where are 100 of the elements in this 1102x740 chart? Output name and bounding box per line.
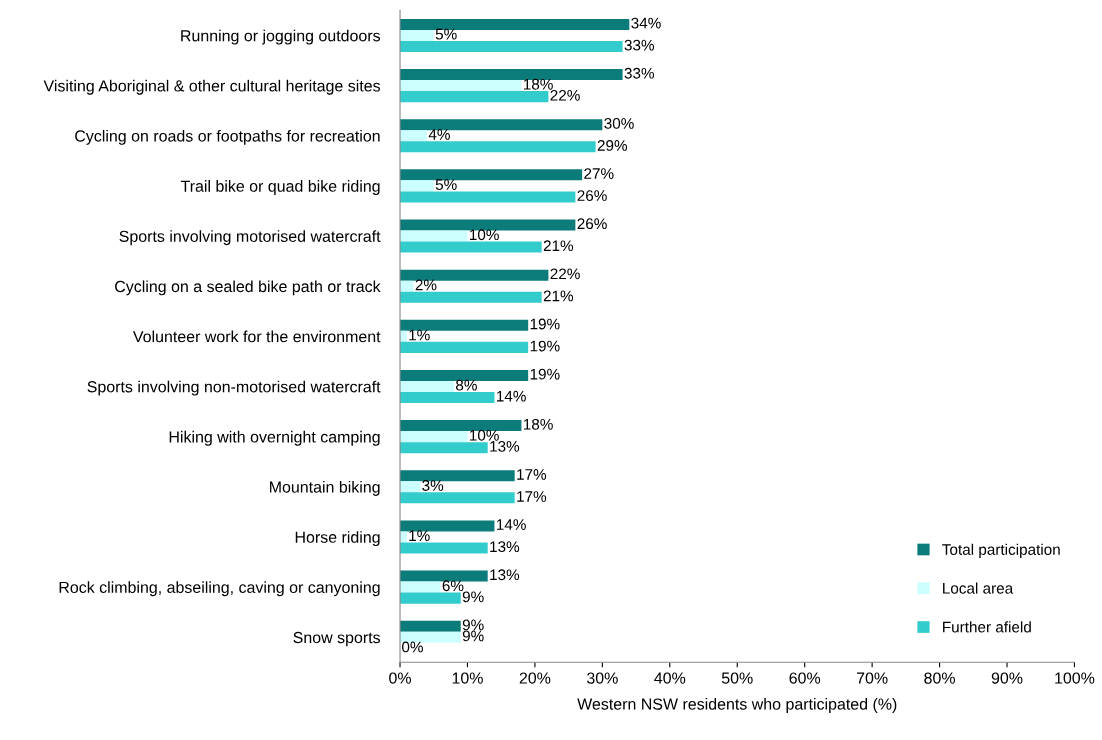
bar	[400, 80, 522, 92]
x-tick-label: 90%	[991, 672, 1023, 684]
bar	[400, 492, 515, 504]
data-label: 9%	[462, 630, 484, 642]
bar	[400, 520, 495, 532]
y-tick-label: Cycling on roads or footpaths for recreation	[75, 129, 380, 145]
data-label: 9%	[462, 591, 484, 603]
x-tick-label: 100%	[1055, 672, 1095, 684]
y-tick-label: Trail bike or quad bike riding	[180, 180, 380, 195]
data-label: 21%	[543, 290, 574, 302]
y-tick-label: Mountain biking	[270, 480, 380, 496]
data-label: 19%	[530, 340, 560, 352]
bar	[400, 191, 576, 203]
data-label: 22%	[550, 268, 580, 280]
data-label: 3%	[422, 480, 444, 491]
data-label: 33%	[624, 39, 655, 51]
data-label: 0%	[402, 641, 423, 653]
bar	[400, 219, 576, 231]
data-label: 30%	[604, 117, 634, 129]
bar	[400, 392, 495, 404]
x-tick-label: 60%	[789, 672, 821, 684]
bar	[400, 592, 461, 604]
bar	[400, 230, 468, 242]
bar	[400, 180, 434, 192]
x-axis-title: Western NSW residents who participated (%)	[577, 698, 897, 713]
data-label: 5%	[435, 179, 457, 190]
data-label: 14%	[497, 519, 526, 530]
data-label: 27%	[584, 168, 614, 179]
bar	[400, 481, 421, 493]
data-label: 13%	[490, 569, 520, 581]
bar	[400, 119, 603, 131]
bar	[400, 29, 434, 41]
data-label: 9%	[462, 619, 484, 631]
y-tick-label: Rock climbing, abseiling, caving or canyoning	[59, 581, 380, 597]
data-label: 8%	[456, 379, 477, 391]
data-label: 13%	[490, 440, 520, 452]
x-tick-label: 30%	[586, 672, 618, 684]
bar	[400, 319, 529, 331]
bar	[400, 420, 522, 432]
data-label: 22%	[550, 89, 580, 101]
data-label: 1%	[409, 329, 430, 341]
bar	[400, 470, 515, 482]
data-label: 5%	[435, 28, 457, 40]
data-label: 19%	[530, 368, 560, 380]
bar	[400, 369, 529, 381]
data-label: 26%	[577, 218, 607, 230]
data-label: 10%	[470, 229, 499, 241]
bar	[400, 291, 542, 303]
data-label: 4%	[428, 129, 450, 140]
bar	[400, 40, 623, 52]
data-label: 13%	[490, 541, 520, 553]
data-label: 34%	[631, 17, 661, 29]
data-label: 18%	[523, 418, 553, 430]
bar	[400, 269, 549, 281]
y-tick-label: Running or jogging outdoors	[181, 29, 381, 45]
legend-label: Local area	[943, 582, 1014, 594]
x-tick-label: 40%	[654, 672, 686, 684]
bar	[400, 620, 461, 632]
y-tick-label: Horse riding	[295, 531, 380, 547]
legend-label: Further afield	[943, 621, 1031, 633]
y-tick-label: Sports involving motorised watercraft	[119, 230, 381, 246]
data-label: 33%	[624, 67, 655, 79]
bar	[400, 341, 529, 353]
bar	[400, 18, 630, 30]
data-label: 26%	[577, 190, 607, 202]
x-tick-label: 0%	[389, 672, 411, 684]
y-tick-label: Volunteer work for the environment	[132, 330, 381, 343]
y-tick-label: Hiking with overnight camping	[169, 430, 380, 446]
x-tick-label: 70%	[856, 672, 888, 684]
data-label: 19%	[530, 318, 560, 330]
x-tick-label: 50%	[721, 672, 753, 684]
bar	[400, 91, 549, 103]
y-tick-label: Cycling on a sealed bike path or track	[115, 280, 381, 296]
bar	[400, 380, 454, 392]
bar	[400, 442, 488, 454]
bar	[400, 280, 414, 292]
bar	[400, 169, 583, 181]
legend-label: Total participation	[942, 543, 1060, 558]
bar	[400, 431, 468, 443]
y-tick-label: Visiting Aboriginal & other cultural heritage sites	[43, 79, 381, 95]
data-label: 10%	[470, 429, 499, 441]
data-label: 21%	[543, 240, 574, 252]
bar	[400, 130, 427, 142]
bar	[400, 631, 461, 643]
bar	[400, 570, 488, 582]
bar	[400, 581, 441, 593]
x-tick-label: 20%	[519, 672, 551, 684]
data-label: 29%	[597, 140, 628, 151]
data-label: 17%	[517, 469, 547, 480]
data-label: 1%	[409, 530, 430, 541]
data-label: 14%	[497, 390, 526, 402]
data-label: 2%	[415, 279, 437, 291]
bar	[400, 241, 542, 253]
data-label: 17%	[517, 491, 547, 502]
y-tick-label: Snow sports	[293, 631, 381, 647]
data-label: 18%	[523, 78, 553, 90]
x-tick-label: 80%	[924, 672, 955, 684]
bar	[400, 141, 596, 153]
data-label: 6%	[442, 580, 464, 592]
bar	[400, 542, 488, 554]
